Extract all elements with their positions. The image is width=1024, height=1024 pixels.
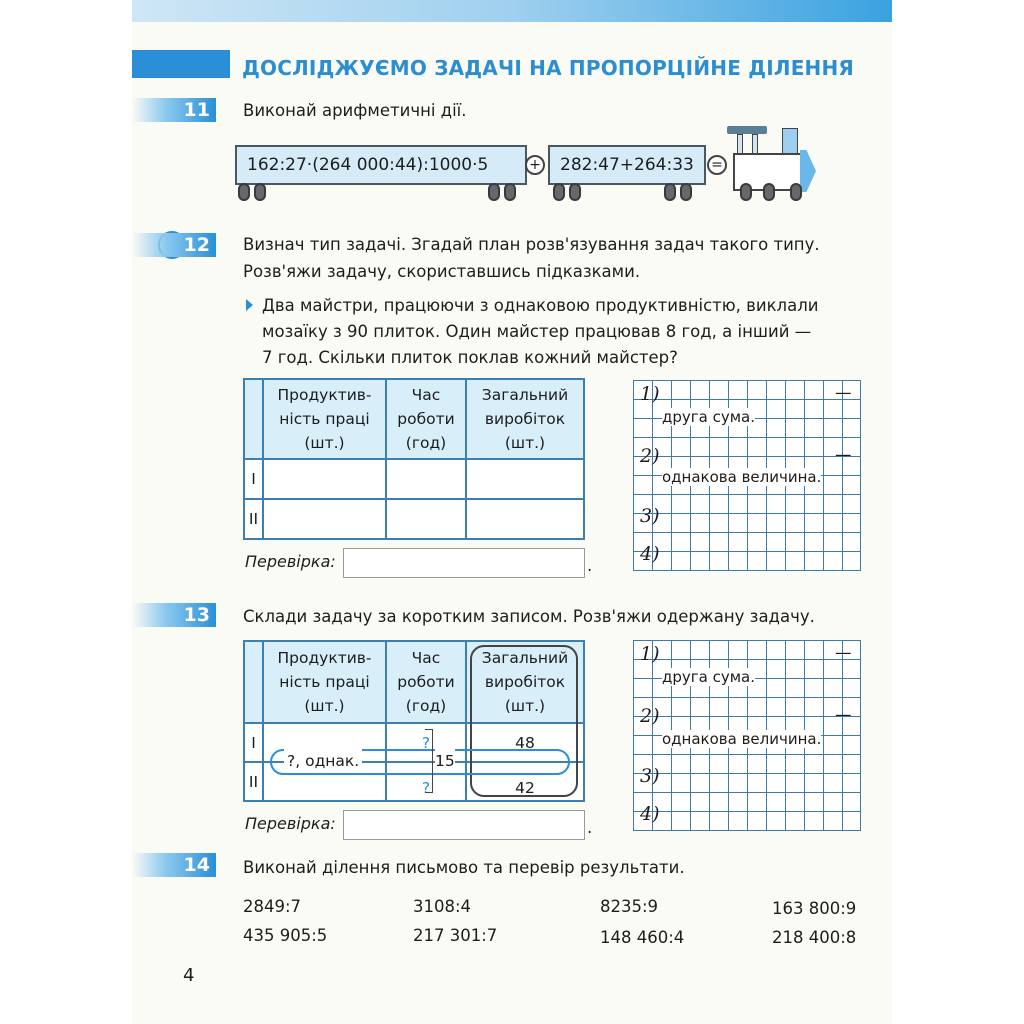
output-bracket	[470, 645, 578, 797]
plus-sign: +	[525, 155, 545, 175]
check-input-13[interactable]	[343, 810, 585, 840]
table-12: Продуктив- ність праці (шт.) Час роботи …	[243, 378, 585, 540]
division-item: 2849:7	[243, 897, 302, 916]
task-line2: мозаїку з 90 плиток. Один майстер працюв…	[262, 322, 812, 341]
brace-icon	[425, 729, 433, 793]
header-time: Час роботи (год)	[385, 378, 467, 460]
task-line3: 7 год. Скільки плиток поклав кожний майс…	[262, 348, 678, 367]
table-row: II	[243, 498, 585, 540]
exercise-12-line2: Розв'яжи задачу, скориставшись підказкам…	[243, 262, 641, 281]
same-bracket	[270, 749, 570, 775]
division-item: 148 460:4	[600, 928, 685, 947]
division-item: 163 800:9	[772, 899, 857, 918]
check-input[interactable]	[343, 548, 585, 578]
table-row: II? 42	[243, 761, 585, 802]
top-band	[132, 0, 892, 22]
exercise-13-badge: 13	[132, 603, 216, 627]
train-car-1: 162:27·(264 000:44):1000·5	[235, 145, 527, 185]
task-line1: Два майстри, працюючи з однаковою продук…	[262, 296, 819, 315]
page-number: 4	[183, 965, 195, 986]
exercise-11-badge: 11	[132, 98, 216, 122]
division-item: 8235:9	[600, 897, 659, 916]
header-productivity: Продуктив- ність праці (шт.)	[262, 378, 387, 460]
exercise-13-text: Склади задачу за коротким записом. Розв'…	[243, 607, 815, 626]
exercise-12-badge: 12	[132, 233, 216, 257]
table-row: I	[243, 458, 585, 500]
bullet-icon	[246, 299, 253, 311]
exercise-14-badge: 14	[132, 853, 216, 877]
header-output: Загальний виробіток (шт.)	[465, 378, 585, 460]
exercise-11-text: Виконай арифметичні дії.	[243, 101, 467, 120]
train-car-2: 282:47+264:33	[548, 145, 706, 185]
division-item: 218 400:8	[772, 928, 857, 947]
check-label: Перевірка:	[245, 552, 336, 571]
title-bar	[132, 50, 230, 78]
table-13: Продуктив- ність праці (шт.) Час роботи …	[243, 640, 585, 802]
division-item: 217 301:7	[413, 926, 498, 945]
division-item: 435 905:5	[243, 926, 328, 945]
exercise-12-line1: Визнач тип задачі. Згадай план розв'язув…	[243, 235, 820, 254]
section-title: ДОСЛІДЖУЄМО ЗАДАЧІ НА ПРОПОРЦІЙНЕ ДІЛЕНН…	[242, 56, 855, 80]
equals-sign: =	[707, 155, 727, 175]
division-item: 3108:4	[413, 897, 472, 916]
table-row: I? 48	[243, 722, 585, 763]
exercise-14-text: Виконай ділення письмово та перевір резу…	[243, 858, 685, 877]
